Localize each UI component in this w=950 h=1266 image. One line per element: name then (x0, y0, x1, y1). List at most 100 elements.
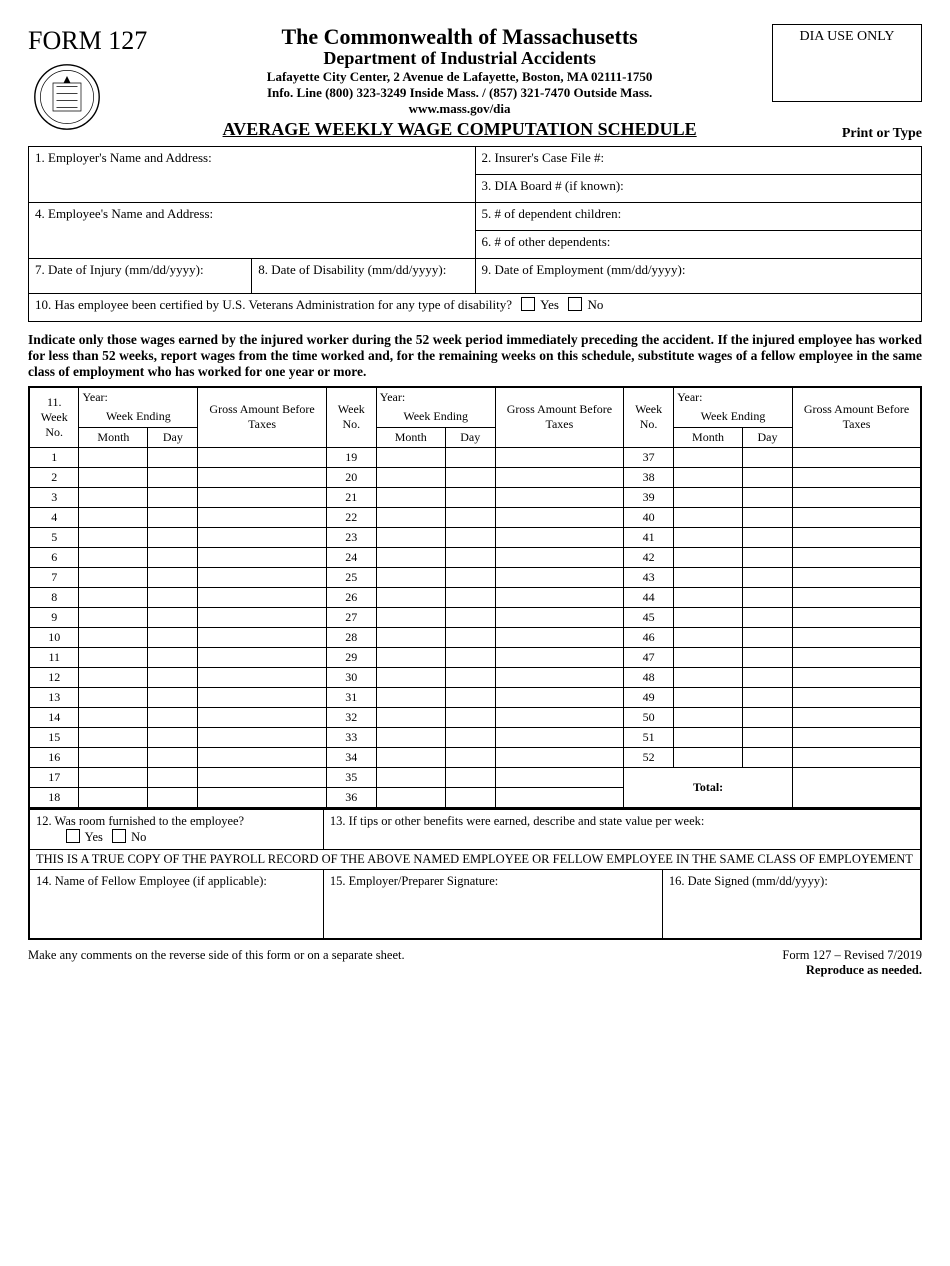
checkbox-yes[interactable] (521, 297, 535, 311)
day-cell[interactable] (148, 707, 198, 727)
amount-cell[interactable] (495, 627, 623, 647)
amount-cell[interactable] (495, 567, 623, 587)
amount-cell[interactable] (792, 507, 921, 527)
amount-cell[interactable] (495, 547, 623, 567)
month-cell[interactable] (79, 667, 148, 687)
day-cell[interactable] (445, 487, 495, 507)
amount-cell[interactable] (792, 687, 921, 707)
day-cell[interactable] (445, 467, 495, 487)
amount-cell[interactable] (198, 527, 326, 547)
day-cell[interactable] (445, 547, 495, 567)
amount-cell[interactable] (495, 767, 623, 787)
field-dia-board[interactable]: 3. DIA Board # (if known): (475, 175, 922, 203)
month-cell[interactable] (674, 587, 743, 607)
amount-cell[interactable] (792, 667, 921, 687)
amount-cell[interactable] (198, 767, 326, 787)
day-cell[interactable] (148, 507, 198, 527)
day-cell[interactable] (743, 487, 793, 507)
month-cell[interactable] (674, 727, 743, 747)
amount-cell[interactable] (792, 587, 921, 607)
month-cell[interactable] (79, 787, 148, 808)
day-cell[interactable] (148, 607, 198, 627)
amount-cell[interactable] (495, 687, 623, 707)
day-cell[interactable] (148, 787, 198, 808)
month-cell[interactable] (376, 587, 445, 607)
month-cell[interactable] (376, 687, 445, 707)
day-cell[interactable] (148, 567, 198, 587)
day-cell[interactable] (743, 747, 793, 767)
amount-cell[interactable] (198, 607, 326, 627)
amount-cell[interactable] (792, 467, 921, 487)
day-cell[interactable] (743, 707, 793, 727)
day-cell[interactable] (148, 767, 198, 787)
day-cell[interactable] (445, 647, 495, 667)
amount-cell[interactable] (198, 447, 326, 467)
day-cell[interactable] (148, 467, 198, 487)
day-cell[interactable] (445, 607, 495, 627)
month-cell[interactable] (376, 747, 445, 767)
amount-cell[interactable] (792, 607, 921, 627)
month-cell[interactable] (376, 707, 445, 727)
q14-cell[interactable]: 14. Name of Fellow Employee (if applicab… (29, 869, 323, 939)
amount-cell[interactable] (198, 727, 326, 747)
day-cell[interactable] (148, 667, 198, 687)
month-cell[interactable] (674, 667, 743, 687)
month-cell[interactable] (376, 507, 445, 527)
day-cell[interactable] (148, 647, 198, 667)
field-case-file[interactable]: 2. Insurer's Case File #: (475, 147, 922, 175)
amount-cell[interactable] (198, 487, 326, 507)
day-cell[interactable] (445, 747, 495, 767)
amount-cell[interactable] (792, 707, 921, 727)
day-cell[interactable] (445, 787, 495, 808)
month-cell[interactable] (79, 767, 148, 787)
month-cell[interactable] (79, 567, 148, 587)
amount-cell[interactable] (495, 507, 623, 527)
month-cell[interactable] (674, 567, 743, 587)
day-cell[interactable] (445, 507, 495, 527)
field-dep-children[interactable]: 5. # of dependent children: (475, 203, 922, 231)
month-cell[interactable] (674, 467, 743, 487)
day-cell[interactable] (445, 727, 495, 747)
day-cell[interactable] (743, 467, 793, 487)
amount-cell[interactable] (198, 507, 326, 527)
field-date-disability[interactable]: 8. Date of Disability (mm/dd/yyyy): (252, 259, 475, 293)
amount-cell[interactable] (495, 707, 623, 727)
amount-cell[interactable] (792, 447, 921, 467)
month-cell[interactable] (674, 747, 743, 767)
day-cell[interactable] (148, 587, 198, 607)
amount-cell[interactable] (198, 627, 326, 647)
month-cell[interactable] (79, 507, 148, 527)
month-cell[interactable] (376, 527, 445, 547)
month-cell[interactable] (376, 667, 445, 687)
q15-cell[interactable]: 15. Employer/Preparer Signature: (323, 869, 662, 939)
day-cell[interactable] (445, 687, 495, 707)
month-cell[interactable] (79, 687, 148, 707)
amount-cell[interactable] (792, 527, 921, 547)
amount-cell[interactable] (495, 607, 623, 627)
day-cell[interactable] (148, 547, 198, 567)
month-cell[interactable] (674, 527, 743, 547)
day-cell[interactable] (743, 547, 793, 567)
month-cell[interactable] (376, 547, 445, 567)
amount-cell[interactable] (495, 787, 623, 808)
month-cell[interactable] (674, 447, 743, 467)
amount-cell[interactable] (198, 707, 326, 727)
month-cell[interactable] (674, 487, 743, 507)
amount-cell[interactable] (792, 487, 921, 507)
day-cell[interactable] (445, 447, 495, 467)
month-cell[interactable] (79, 747, 148, 767)
field-date-employment[interactable]: 9. Date of Employment (mm/dd/yyyy): (475, 259, 922, 294)
amount-cell[interactable] (495, 447, 623, 467)
day-cell[interactable] (445, 767, 495, 787)
day-cell[interactable] (743, 647, 793, 667)
checkbox-q12-yes[interactable] (66, 829, 80, 843)
month-cell[interactable] (79, 647, 148, 667)
amount-cell[interactable] (792, 747, 921, 767)
month-cell[interactable] (79, 607, 148, 627)
month-cell[interactable] (376, 767, 445, 787)
amount-cell[interactable] (792, 547, 921, 567)
amount-cell[interactable] (495, 467, 623, 487)
amount-cell[interactable] (495, 667, 623, 687)
amount-cell[interactable] (495, 727, 623, 747)
day-cell[interactable] (743, 667, 793, 687)
